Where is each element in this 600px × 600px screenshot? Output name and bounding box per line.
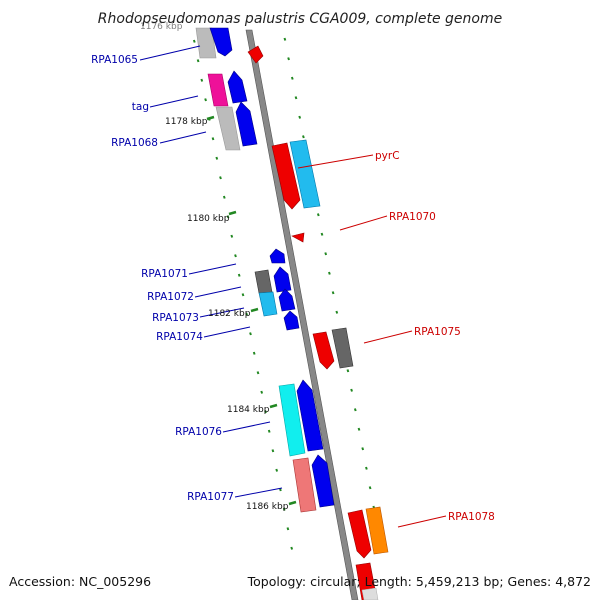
feature-rpa1068[interactable] [215, 101, 258, 151]
guide-dot-right [302, 135, 305, 139]
guide-dot-left [260, 390, 264, 394]
feature-rpa1074[interactable] [283, 310, 300, 331]
guide-dot-left [290, 546, 294, 550]
label-rpa1073[interactable]: RPA1073 [152, 312, 199, 324]
feature-rpa1076[interactable] [278, 379, 324, 457]
tick-labels: 1176 kbp 1178 kbp 1180 kbp 1182 kbp 1184… [140, 22, 289, 512]
tick-marks [206, 115, 297, 506]
label-rpa1075[interactable]: RPA1075 [414, 326, 461, 338]
guide-dot-right [335, 310, 339, 314]
gene-features [195, 27, 389, 600]
guide-dot-right [346, 369, 350, 373]
label-tag[interactable]: tag [132, 101, 149, 113]
label-rpa1077[interactable]: RPA1077 [187, 491, 234, 503]
feature-rpa1077[interactable] [292, 454, 335, 513]
guide-dot-right [331, 291, 335, 295]
feature-rpa1078[interactable] [347, 506, 389, 559]
guide-dots [192, 37, 383, 550]
guide-dot-left [237, 273, 241, 277]
guide-dot-left [271, 449, 275, 453]
guide-dot-right [316, 213, 320, 217]
guide-dot-right [320, 232, 324, 236]
feature-rpa1065[interactable] [195, 27, 233, 59]
feature-rpa1073[interactable] [258, 288, 296, 317]
guide-dot-right [350, 388, 353, 392]
feature-rpa1072[interactable] [254, 266, 292, 294]
guide-dot-right [324, 252, 328, 256]
guide-dot-right [353, 408, 357, 412]
guide-dot-left [204, 98, 207, 102]
tick-label-1178: 1178 kbp [165, 117, 208, 127]
guide-dot-right [365, 466, 368, 470]
guide-dot-right [361, 447, 365, 451]
feature-bottom-partial[interactable] [355, 562, 379, 600]
guide-dot-left [192, 39, 196, 43]
feature-rpa1070[interactable] [291, 232, 305, 243]
guide-dot-left [196, 59, 200, 63]
guide-dot-right [328, 271, 331, 275]
summary-text: Topology: circular; Length: 5,459,213 bp… [247, 574, 591, 589]
genome-backbone [245, 29, 359, 600]
guide-dot-left [245, 312, 249, 316]
guide-dot-right [294, 96, 298, 100]
guide-dot-right [283, 37, 287, 41]
guide-dot-left [256, 371, 260, 375]
guide-dot-left [241, 293, 245, 297]
guide-dot-left [215, 156, 219, 160]
tick-label-1180: 1180 kbp [187, 214, 230, 224]
accession-text: Accession: NC_005296 [9, 574, 151, 589]
label-rpa1072[interactable]: RPA1072 [147, 291, 194, 303]
guide-dot-left [230, 234, 234, 238]
guide-dot-right [287, 57, 290, 61]
feature-rpa1075[interactable] [312, 327, 354, 370]
label-rpa1074[interactable]: RPA1074 [156, 331, 203, 343]
label-leaders [139, 45, 447, 528]
guide-dot-right [368, 486, 372, 490]
label-rpa1078[interactable]: RPA1078 [448, 511, 495, 523]
guide-dot-left [249, 332, 252, 336]
label-rpa1076[interactable]: RPA1076 [175, 426, 222, 438]
guide-dot-left [226, 215, 230, 219]
tick-label-1186: 1186 kbp [246, 502, 289, 512]
guide-dot-left [219, 176, 222, 180]
tick-label-1182: 1182 kbp [208, 309, 251, 319]
guide-dot-left [222, 195, 226, 199]
guide-dot-right [298, 115, 302, 119]
gene-labels: RPA1065 tag RPA1068 pyrC RPA1070 RPA1071… [91, 54, 495, 523]
guide-dot-left [211, 137, 215, 141]
feature-pyrc[interactable] [271, 139, 321, 210]
guide-dot-left [264, 410, 267, 414]
guide-dot-left [286, 527, 290, 531]
feature-rpa1071[interactable] [269, 248, 286, 264]
guide-dot-left [252, 351, 256, 355]
guide-dot-left [200, 78, 204, 82]
label-pyrc[interactable]: pyrC [375, 150, 400, 162]
guide-dot-left [279, 488, 282, 492]
label-rpa1065[interactable]: RPA1065 [91, 54, 138, 66]
map-title: Rhodopseudomonas palustris CGA009, compl… [98, 11, 502, 27]
guide-dot-right [290, 76, 294, 80]
guide-dot-right [357, 427, 361, 431]
guide-dot-left [282, 507, 286, 511]
tick-label-1176: 1176 kbp [140, 22, 183, 32]
label-rpa1071[interactable]: RPA1071 [141, 268, 188, 280]
feature-tag[interactable] [207, 70, 248, 107]
guide-dot-left [234, 254, 237, 258]
guide-dot-left [275, 468, 279, 472]
guide-dot-left [267, 429, 271, 433]
label-rpa1070[interactable]: RPA1070 [389, 211, 436, 223]
tick-label-1184: 1184 kbp [227, 405, 270, 415]
feature-small-red-top[interactable] [247, 45, 264, 64]
label-rpa1068[interactable]: RPA1068 [111, 137, 158, 149]
